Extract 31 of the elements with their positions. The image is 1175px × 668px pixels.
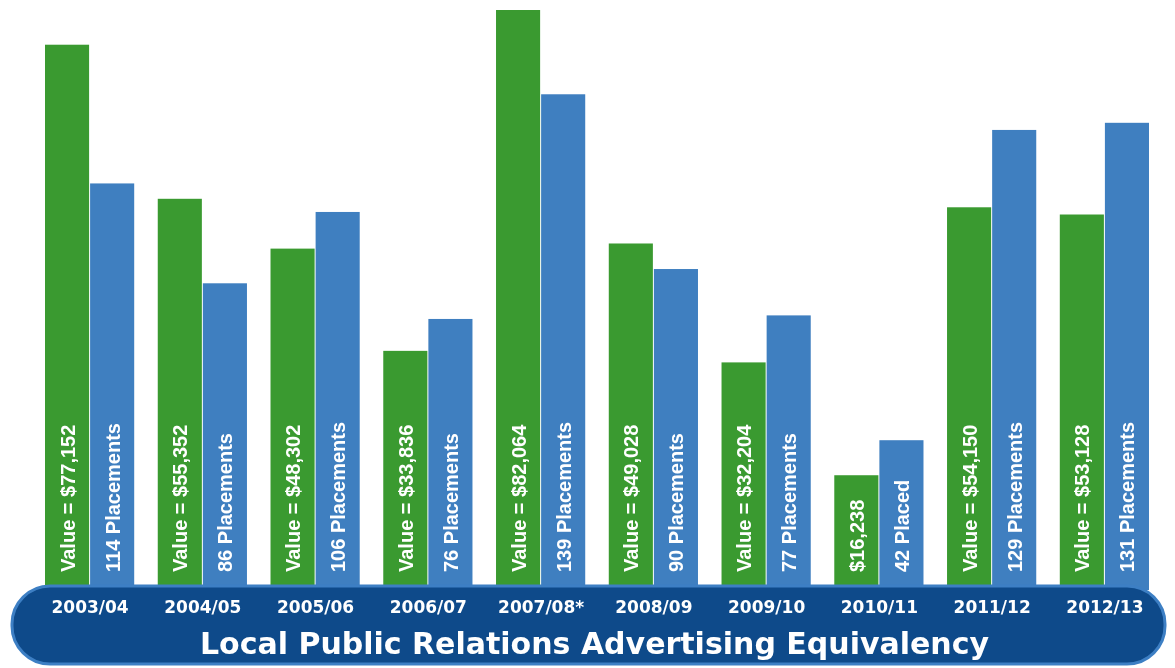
data-label: 106 Placements: [327, 421, 350, 572]
text: Local Public Relations Advertising Equivalency: [199, 626, 990, 661]
data-label: $16,238: [845, 499, 868, 572]
x-tick-label: 2004/05: [164, 597, 242, 617]
x-tick-label: 2011/12: [953, 597, 1031, 617]
x-tick-label: 2010/11: [840, 597, 918, 617]
x-tick-label: 2009/10: [728, 597, 806, 617]
x-tick-label: 2008/09: [615, 597, 693, 617]
x-tick-label: 2007/08*: [498, 597, 585, 617]
data-label: 42 Placed: [890, 479, 913, 572]
data-label: 129 Placements: [1003, 421, 1026, 572]
data-label: Value = $77,152: [56, 424, 79, 572]
data-label: 139 Placements: [552, 421, 575, 572]
data-label: 86 Placements: [214, 433, 237, 572]
data-label: Value = $55,352: [169, 424, 192, 572]
data-label: 131 Placements: [1116, 421, 1139, 572]
data-label: Value = $82,064: [507, 423, 530, 572]
data-label: Value = $54,150: [958, 424, 981, 572]
data-label: Value = $32,204: [733, 423, 756, 572]
data-label: Value = $53,128: [1071, 424, 1094, 572]
data-label: Value = $48,302: [282, 424, 305, 572]
data-label: 90 Placements: [665, 433, 688, 572]
data-label: 114 Placements: [101, 423, 124, 572]
x-tick-label: 2006/07: [389, 597, 467, 617]
data-label: Value = $33,836: [394, 424, 417, 572]
data-label: 76 Placements: [439, 433, 462, 572]
x-tick-label: 2003/04: [51, 597, 129, 617]
x-tick-label: 2012/13: [1066, 597, 1144, 617]
data-label: 77 Placements: [778, 433, 801, 572]
data-label: Value = $49,028: [620, 424, 643, 572]
x-tick-label: 2005/06: [277, 597, 355, 617]
